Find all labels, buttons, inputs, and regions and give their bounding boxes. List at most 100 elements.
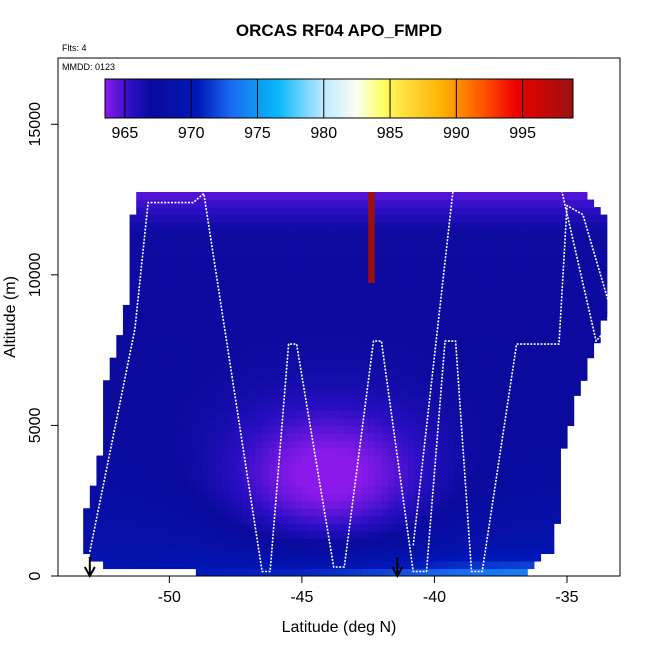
heatmap-cell xyxy=(407,327,416,336)
heatmap-cell xyxy=(434,508,442,517)
heatmap-cell xyxy=(474,560,482,570)
heatmap-cell xyxy=(262,237,270,246)
heatmap-cell xyxy=(335,335,343,344)
heatmap-cell xyxy=(248,560,257,570)
heatmap-cell xyxy=(348,267,356,276)
heatmap-cell xyxy=(527,372,535,381)
heatmap-cell xyxy=(421,372,429,381)
heatmap-cell xyxy=(202,470,210,479)
heatmap-cell xyxy=(222,357,230,366)
heatmap-cell xyxy=(427,282,436,291)
heatmap-cell xyxy=(421,515,429,524)
heatmap-cell xyxy=(335,387,343,396)
heatmap-cell xyxy=(209,560,217,570)
heatmap-cell xyxy=(474,387,482,396)
heatmap-cell xyxy=(441,320,449,329)
heatmap-cell xyxy=(500,380,508,389)
heatmap-cell xyxy=(421,523,429,532)
heatmap-cell xyxy=(547,282,555,291)
heatmap-cell xyxy=(580,282,588,291)
heatmap-cell xyxy=(248,252,257,261)
heatmap-cell xyxy=(407,448,416,457)
heatmap-cell xyxy=(321,500,329,509)
heatmap-cell xyxy=(228,560,237,570)
heatmap-cell xyxy=(262,500,270,509)
heatmap-cell xyxy=(282,214,290,223)
heatmap-cell xyxy=(89,515,98,524)
heatmap-cell xyxy=(295,289,303,299)
heatmap-cell xyxy=(533,199,542,208)
heatmap-cell xyxy=(487,267,495,276)
heatmap-cell xyxy=(215,297,223,306)
heatmap-cell xyxy=(142,387,151,396)
heatmap-cell xyxy=(381,538,389,547)
heatmap-cell xyxy=(354,289,363,299)
heatmap-cell xyxy=(447,312,455,321)
heatmap-cell xyxy=(215,530,223,539)
heatmap-cell xyxy=(507,214,515,223)
heatmap-cell xyxy=(182,380,190,389)
heatmap-cell xyxy=(182,395,190,404)
heatmap-cell xyxy=(169,515,177,524)
heatmap-cell xyxy=(434,274,442,283)
heatmap-cell xyxy=(209,350,217,359)
heatmap-cell xyxy=(116,380,124,389)
heatmap-cell xyxy=(328,259,336,268)
heatmap-cell xyxy=(136,440,144,449)
heatmap-cell xyxy=(374,417,383,427)
heatmap-cell xyxy=(341,372,349,381)
heatmap-cell xyxy=(394,493,402,502)
flight-track-layer xyxy=(89,189,611,573)
heatmap-cell xyxy=(500,478,508,487)
heatmap-cell xyxy=(401,357,409,366)
heatmap-cell xyxy=(182,222,190,231)
heatmap-cell xyxy=(321,312,329,321)
heatmap-cell xyxy=(374,425,383,434)
heatmap-cell xyxy=(169,192,177,201)
heatmap-cell xyxy=(354,545,363,555)
heatmap-cell xyxy=(361,237,369,246)
heatmap-cell xyxy=(427,192,436,201)
heatmap-cell xyxy=(566,312,575,321)
heatmap-cell xyxy=(414,244,422,253)
heatmap-cell xyxy=(520,274,528,283)
heatmap-cell xyxy=(89,553,98,562)
heatmap-cell xyxy=(255,312,263,321)
heatmap-cell xyxy=(116,342,124,351)
heatmap-cell xyxy=(421,478,429,487)
heatmap-cell xyxy=(235,538,243,547)
heatmap-cell xyxy=(242,237,250,246)
heatmap-cell xyxy=(262,222,270,231)
heatmap-cell xyxy=(388,252,396,261)
heatmap-cell xyxy=(513,350,522,359)
heatmap-cell xyxy=(321,402,329,411)
heatmap-cell xyxy=(202,380,210,389)
heatmap-cell xyxy=(374,342,383,351)
heatmap-cell xyxy=(288,425,296,434)
heatmap-cell xyxy=(162,244,170,253)
heatmap-cell xyxy=(507,297,515,306)
heatmap-cell xyxy=(301,350,310,359)
heatmap-cell xyxy=(235,545,243,555)
heatmap-cell xyxy=(580,244,588,253)
heatmap-cell xyxy=(414,560,422,570)
heatmap-cell xyxy=(275,297,283,306)
heatmap-cell xyxy=(242,417,250,427)
heatmap-cell xyxy=(156,432,164,442)
heatmap-cell xyxy=(447,192,455,201)
heatmap-cell xyxy=(547,538,555,547)
heatmap-cell xyxy=(242,553,250,562)
heatmap-cell xyxy=(507,545,515,555)
heatmap-cell xyxy=(407,304,416,314)
heatmap-cell xyxy=(308,222,316,231)
heatmap-cell xyxy=(407,432,416,442)
heatmap-cell xyxy=(209,387,217,396)
heatmap-cell xyxy=(288,297,296,306)
heatmap-cell xyxy=(341,192,349,201)
heatmap-cell xyxy=(228,485,237,494)
heatmap-cell xyxy=(222,372,230,381)
heatmap-cell xyxy=(494,410,502,419)
heatmap-cell xyxy=(301,380,310,389)
heatmap-cell xyxy=(228,207,237,216)
